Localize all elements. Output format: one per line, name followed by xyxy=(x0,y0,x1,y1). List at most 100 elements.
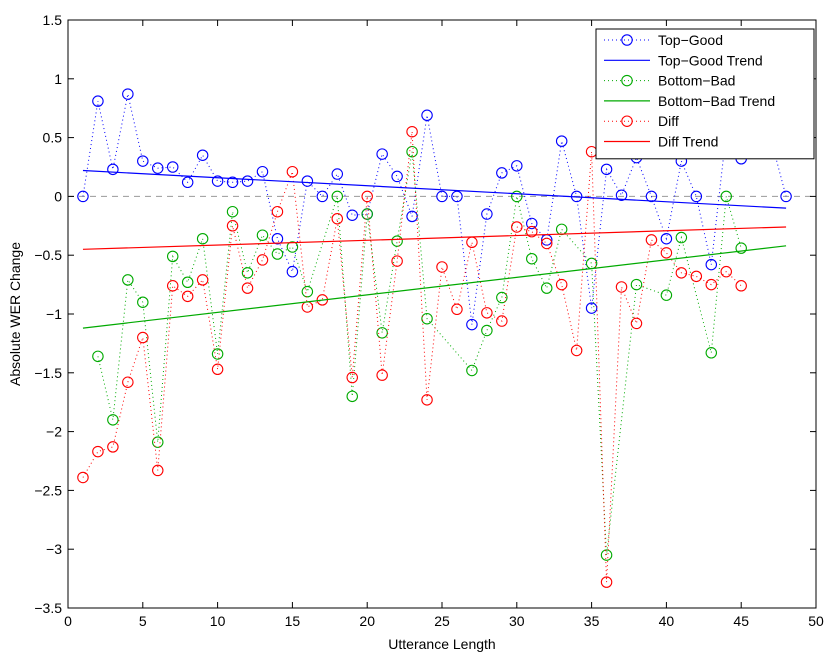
data-point xyxy=(77,190,89,203)
data-point xyxy=(645,190,658,203)
data-point xyxy=(361,190,373,203)
data-point xyxy=(286,165,299,178)
series-bottom-bad xyxy=(92,145,747,561)
y-tick-label: −3 xyxy=(46,541,62,557)
legend-entry-bottom-bad: Bottom−Bad xyxy=(604,73,735,89)
legend-box xyxy=(595,28,815,160)
data-point xyxy=(166,250,179,263)
data-point xyxy=(107,163,119,176)
data-point xyxy=(630,317,643,330)
data-point xyxy=(226,220,239,232)
data-point xyxy=(645,234,658,246)
y-tick-label: −3.5 xyxy=(34,600,62,616)
data-point xyxy=(421,312,433,325)
data-point xyxy=(481,307,493,319)
data-point xyxy=(122,376,134,388)
data-point xyxy=(137,296,149,308)
data-point xyxy=(690,190,703,203)
data-point xyxy=(675,231,688,244)
y-tick-label: 0 xyxy=(54,188,62,204)
data-point xyxy=(406,145,418,158)
data-point xyxy=(286,241,299,253)
series-layer xyxy=(77,88,792,588)
data-point xyxy=(421,109,433,122)
data-point xyxy=(555,278,568,291)
x-tick-label: 0 xyxy=(64,613,72,629)
data-point xyxy=(346,371,358,384)
data-point xyxy=(181,276,194,288)
data-point xyxy=(211,175,224,187)
legend-label: Top−Good xyxy=(658,32,723,48)
data-point xyxy=(346,209,358,221)
data-point xyxy=(376,369,388,381)
data-point xyxy=(122,88,134,100)
data-point xyxy=(526,217,538,230)
data-point xyxy=(660,247,673,259)
trend-line-top-good-trend xyxy=(82,169,787,209)
legend-label: Diff xyxy=(658,113,679,129)
y-tick-label: 0.5 xyxy=(43,130,63,146)
legend-label: Top−Good Trend xyxy=(658,52,763,68)
data-point xyxy=(780,190,792,203)
legend-marker xyxy=(621,74,633,87)
legend-entry-bottom-bad-trend: Bottom−Bad Trend xyxy=(604,93,775,109)
x-tick-label: 5 xyxy=(139,613,147,629)
data-point xyxy=(451,190,463,203)
data-point xyxy=(660,289,673,301)
trend-line-diff-trend xyxy=(82,226,787,250)
data-point xyxy=(331,190,344,203)
data-point xyxy=(226,176,239,189)
y-tick-label: 1 xyxy=(54,71,62,87)
data-point xyxy=(77,471,89,484)
data-point xyxy=(705,347,718,359)
data-point xyxy=(316,190,329,203)
data-point xyxy=(196,149,209,161)
data-point xyxy=(331,168,344,180)
data-point xyxy=(735,242,747,254)
data-point xyxy=(720,190,732,203)
legend-label: Diff Trend xyxy=(658,134,718,150)
data-point xyxy=(122,274,134,286)
data-point xyxy=(256,165,269,178)
data-point xyxy=(570,344,583,357)
data-point xyxy=(600,163,613,176)
data-point xyxy=(331,212,344,225)
data-point xyxy=(496,167,508,179)
data-point xyxy=(451,303,463,316)
data-point xyxy=(137,331,149,344)
data-point xyxy=(406,125,418,138)
data-point xyxy=(526,252,538,265)
x-tick-label: 25 xyxy=(434,613,450,629)
data-point xyxy=(271,232,284,245)
data-point xyxy=(585,302,598,314)
data-point xyxy=(241,282,254,294)
data-point xyxy=(196,274,209,286)
data-point xyxy=(152,436,164,448)
legend: Top−Good Top−Good Trend Bottom−Bad Bottom−B… xyxy=(595,28,815,160)
data-point xyxy=(615,281,628,293)
data-point xyxy=(301,175,314,187)
data-point xyxy=(600,576,613,588)
legend-entry-diff-trend: Diff Trend xyxy=(604,134,718,150)
data-point xyxy=(540,237,553,250)
series-top-good-trend xyxy=(82,169,787,209)
series-bottom-bad-trend xyxy=(82,245,787,329)
data-point xyxy=(466,364,478,377)
data-point xyxy=(511,221,523,233)
y-tick-label: −1.5 xyxy=(34,365,62,381)
data-point xyxy=(196,232,209,245)
data-point xyxy=(92,350,104,363)
legend-entry-top-good: Top−Good xyxy=(604,32,723,48)
data-point xyxy=(241,175,254,187)
y-axis-label: Absolute WER Change xyxy=(7,242,23,386)
x-tick-label: 40 xyxy=(659,613,675,629)
data-point xyxy=(735,280,747,292)
data-point xyxy=(226,205,239,218)
data-point xyxy=(107,441,119,453)
data-point xyxy=(615,189,628,201)
legend-marker xyxy=(621,115,633,127)
data-point xyxy=(376,327,388,339)
data-point xyxy=(391,235,403,247)
data-point xyxy=(256,254,269,266)
